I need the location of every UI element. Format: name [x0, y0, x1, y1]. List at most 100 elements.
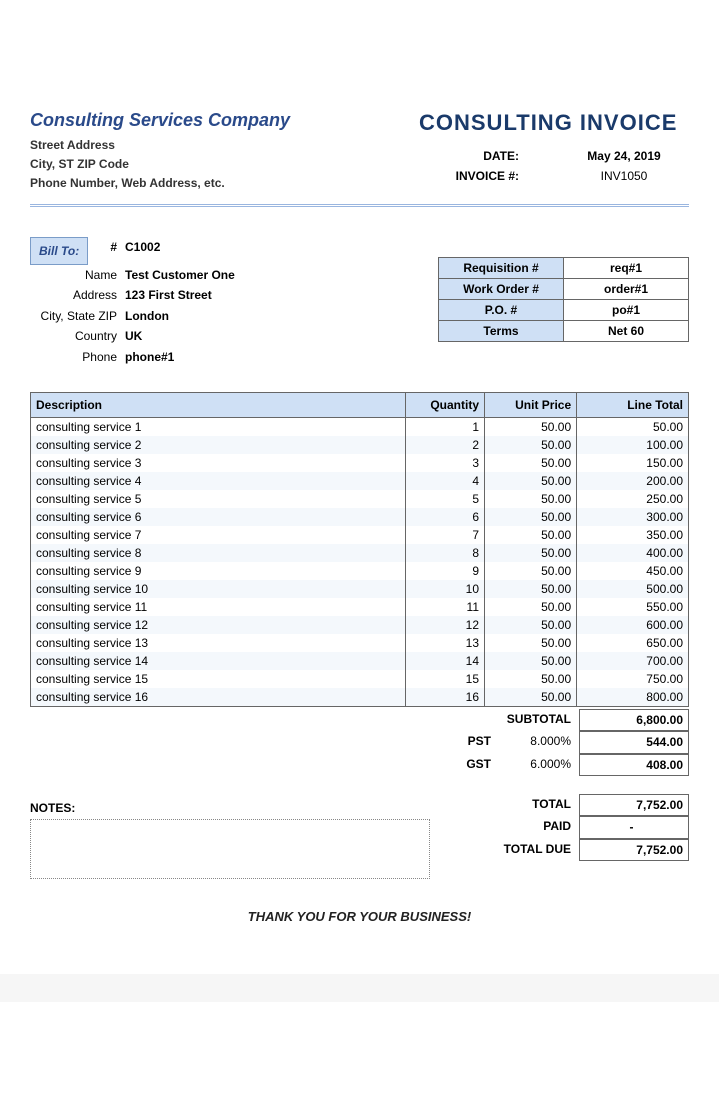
- item-qty: 4: [406, 472, 485, 490]
- invoice-date: May 24, 2019: [559, 146, 689, 166]
- gst-label: GST: [466, 754, 499, 776]
- order-terms: Net 60: [564, 320, 689, 341]
- item-price: 50.00: [485, 670, 577, 688]
- subtotal-value: 6,800.00: [579, 709, 689, 731]
- item-desc: consulting service 7: [31, 526, 406, 544]
- table-row: consulting service 8850.00400.00: [31, 544, 689, 562]
- header: Consulting Services Company Street Addre…: [30, 110, 689, 194]
- item-qty: 11: [406, 598, 485, 616]
- item-desc: consulting service 8: [31, 544, 406, 562]
- item-qty: 7: [406, 526, 485, 544]
- gst-pct: 6.000%: [499, 754, 579, 776]
- item-desc: consulting service 9: [31, 562, 406, 580]
- notes-area: NOTES:: [30, 801, 430, 879]
- item-total: 350.00: [577, 526, 689, 544]
- order-req: req#1: [564, 257, 689, 278]
- invoice-num-label: INVOICE #:: [419, 166, 519, 186]
- item-price: 50.00: [485, 472, 577, 490]
- company-name: Consulting Services Company: [30, 110, 290, 131]
- table-row: consulting service 3350.00150.00: [31, 454, 689, 472]
- item-qty: 14: [406, 652, 485, 670]
- item-price: 50.00: [485, 526, 577, 544]
- item-qty: 13: [406, 634, 485, 652]
- notes-label: NOTES:: [30, 801, 430, 815]
- table-row: consulting service 2250.00100.00: [31, 436, 689, 454]
- item-qty: 5: [406, 490, 485, 508]
- table-row: consulting service 131350.00650.00: [31, 634, 689, 652]
- order-po: po#1: [564, 299, 689, 320]
- item-total: 250.00: [577, 490, 689, 508]
- item-price: 50.00: [485, 688, 577, 707]
- invoice-title-block: CONSULTING INVOICE DATE: May 24, 2019 IN…: [419, 110, 689, 187]
- item-qty: 1: [406, 417, 485, 436]
- item-desc: consulting service 2: [31, 436, 406, 454]
- divider: [30, 204, 689, 207]
- item-price: 50.00: [485, 436, 577, 454]
- billto-country-label: Country: [30, 326, 125, 346]
- item-total: 200.00: [577, 472, 689, 490]
- billto-address: 123 First Street: [125, 285, 212, 305]
- billto-name: Test Customer One: [125, 265, 235, 285]
- company-street: Street Address: [30, 136, 290, 155]
- order-wo: order#1: [564, 278, 689, 299]
- billto-block: Bill To: # C1002 NameTest Customer One A…: [30, 237, 235, 367]
- item-total: 300.00: [577, 508, 689, 526]
- item-qty: 2: [406, 436, 485, 454]
- item-price: 50.00: [485, 616, 577, 634]
- billto-csz: London: [125, 306, 169, 326]
- table-row: consulting service 141450.00700.00: [31, 652, 689, 670]
- table-row: consulting service 4450.00200.00: [31, 472, 689, 490]
- item-qty: 16: [406, 688, 485, 707]
- table-row: consulting service 6650.00300.00: [31, 508, 689, 526]
- items-header-price: Unit Price: [485, 392, 577, 417]
- invoice-number: INV1050: [559, 166, 689, 186]
- items-header-desc: Description: [31, 392, 406, 417]
- table-row: consulting service 121250.00600.00: [31, 616, 689, 634]
- item-price: 50.00: [485, 454, 577, 472]
- gst-value: 408.00: [579, 754, 689, 776]
- thank-you: THANK YOU FOR YOUR BUSINESS!: [30, 909, 689, 924]
- item-total: 750.00: [577, 670, 689, 688]
- billto-id-sym: #: [105, 237, 125, 265]
- item-price: 50.00: [485, 580, 577, 598]
- item-qty: 15: [406, 670, 485, 688]
- item-price: 50.00: [485, 490, 577, 508]
- table-row: consulting service 5550.00250.00: [31, 490, 689, 508]
- paid-value: -: [579, 816, 689, 838]
- subtotal-label: SUBTOTAL: [507, 709, 579, 731]
- invoice-meta: DATE: May 24, 2019 INVOICE #: INV1050: [419, 146, 689, 187]
- table-row: consulting service 151550.00750.00: [31, 670, 689, 688]
- table-row: consulting service 161650.00800.00: [31, 688, 689, 707]
- item-qty: 6: [406, 508, 485, 526]
- item-price: 50.00: [485, 544, 577, 562]
- item-desc: consulting service 1: [31, 417, 406, 436]
- item-desc: consulting service 12: [31, 616, 406, 634]
- company-details: Street Address City, ST ZIP Code Phone N…: [30, 136, 290, 194]
- billto-name-label: Name: [30, 265, 125, 285]
- table-row: consulting service 111150.00550.00: [31, 598, 689, 616]
- billto-phone-label: Phone: [30, 347, 125, 367]
- item-qty: 8: [406, 544, 485, 562]
- items-header-qty: Quantity: [406, 392, 485, 417]
- item-price: 50.00: [485, 634, 577, 652]
- invoice-page: Consulting Services Company Street Addre…: [0, 0, 719, 964]
- billto-order-section: Bill To: # C1002 NameTest Customer One A…: [30, 237, 689, 367]
- billto-address-label: Address: [30, 285, 125, 305]
- item-desc: consulting service 14: [31, 652, 406, 670]
- billto-badge: Bill To:: [30, 237, 88, 265]
- item-total: 550.00: [577, 598, 689, 616]
- billto-country: UK: [125, 326, 142, 346]
- item-total: 500.00: [577, 580, 689, 598]
- footer-bar: [0, 974, 719, 1002]
- item-price: 50.00: [485, 562, 577, 580]
- table-row: consulting service 1150.0050.00: [31, 417, 689, 436]
- item-total: 650.00: [577, 634, 689, 652]
- order-wo-label: Work Order #: [439, 278, 564, 299]
- item-desc: consulting service 11: [31, 598, 406, 616]
- order-box: Requisition #req#1 Work Order #order#1 P…: [438, 257, 689, 342]
- item-total: 600.00: [577, 616, 689, 634]
- order-terms-label: Terms: [439, 320, 564, 341]
- item-total: 150.00: [577, 454, 689, 472]
- table-row: consulting service 101050.00500.00: [31, 580, 689, 598]
- item-price: 50.00: [485, 598, 577, 616]
